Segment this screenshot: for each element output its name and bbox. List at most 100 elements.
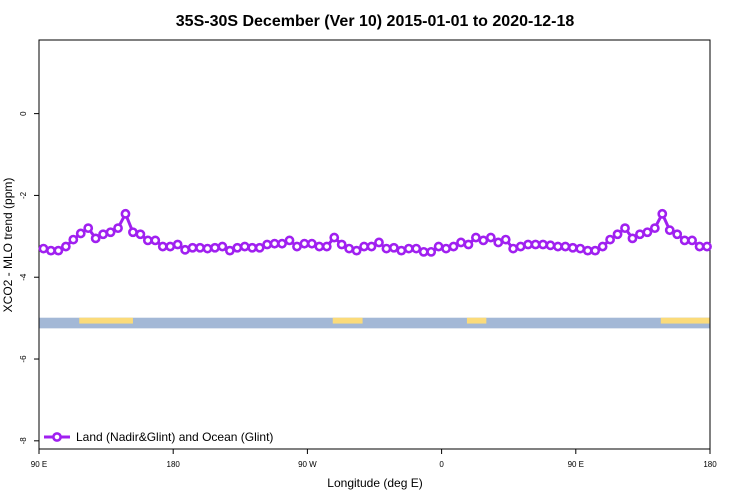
data-point	[120, 208, 131, 219]
data-point	[105, 227, 116, 238]
data-point	[195, 242, 205, 253]
data-point	[441, 243, 451, 254]
y-tick-label: -6	[19, 355, 28, 363]
x-tick-label: 90 W	[298, 460, 317, 469]
data-point	[98, 229, 109, 240]
data-point	[575, 243, 586, 254]
data-point	[344, 243, 355, 254]
data-point	[329, 232, 340, 243]
y-tick-label: 0	[19, 111, 28, 116]
legend-label: Land (Nadir&Glint) and Ocean (Glint)	[76, 430, 273, 444]
land-segment	[660, 317, 710, 324]
data-point	[456, 237, 466, 248]
data-point	[567, 242, 578, 253]
data-point	[306, 238, 317, 249]
y-tick-label: -2	[19, 191, 28, 199]
data-point	[597, 241, 608, 252]
data-point	[538, 239, 548, 250]
data-point	[75, 228, 86, 239]
data-point	[381, 243, 392, 254]
data-point	[627, 233, 638, 244]
data-point	[187, 242, 198, 253]
land-segment	[79, 317, 133, 324]
x-axis-label: Longitude (deg E)	[327, 476, 422, 490]
data-point	[657, 208, 668, 219]
y-tick-label: -8	[19, 437, 28, 445]
land-segment	[332, 317, 363, 324]
data-point	[366, 241, 377, 252]
x-tick-label: 180	[167, 460, 181, 469]
data-point	[284, 235, 295, 246]
data-point	[508, 243, 519, 254]
data-point	[635, 229, 645, 240]
data-point	[582, 245, 593, 256]
data-point	[269, 238, 280, 249]
data-point	[590, 245, 601, 256]
surface-strip	[39, 317, 710, 329]
data-point	[388, 242, 399, 253]
data-point	[128, 227, 138, 238]
data-point	[224, 245, 235, 256]
legend-marker-swatch	[52, 432, 62, 442]
data-point	[336, 239, 347, 250]
data-point	[172, 239, 183, 250]
series-group	[38, 208, 712, 257]
data-point	[433, 241, 444, 252]
data-point	[642, 227, 653, 238]
data-point	[53, 245, 64, 256]
x-tick-label: 180	[703, 460, 717, 469]
data-point	[605, 234, 615, 245]
data-point	[60, 241, 71, 252]
x-tick-label: 90 E	[31, 460, 47, 469]
data-point	[374, 237, 384, 248]
data-point	[523, 239, 533, 250]
data-point	[142, 235, 153, 246]
data-point	[470, 232, 481, 243]
data-point	[485, 232, 496, 243]
y-tick-label: -4	[19, 273, 28, 281]
data-point	[530, 239, 541, 250]
data-point	[38, 243, 49, 254]
data-point	[314, 241, 325, 252]
data-point	[448, 241, 459, 252]
data-point	[254, 242, 265, 253]
data-point	[232, 242, 243, 253]
data-point	[396, 245, 407, 256]
data-point	[359, 241, 369, 252]
data-point	[165, 241, 176, 252]
x-axis: 90 E 180 90 W 0 90 E 180	[31, 449, 717, 469]
data-point	[612, 229, 623, 240]
data-point	[277, 238, 287, 249]
data-point	[560, 241, 571, 252]
data-point	[679, 235, 690, 246]
data-point	[68, 234, 79, 245]
data-point	[83, 223, 94, 234]
data-point	[351, 245, 362, 256]
legend: Land (Nadir&Glint) and Ocean (Glint)	[44, 430, 273, 444]
data-point	[418, 246, 429, 257]
x-tick-label: 0	[439, 460, 444, 469]
data-point	[180, 244, 191, 255]
data-point	[299, 238, 310, 249]
data-point	[239, 241, 250, 252]
data-point	[403, 243, 414, 254]
data-point	[493, 237, 504, 248]
data-point	[113, 223, 123, 234]
data-point	[664, 225, 675, 236]
data-point	[90, 233, 101, 244]
data-point	[292, 241, 302, 252]
data-point	[687, 235, 698, 246]
data-point	[478, 235, 489, 246]
data-point	[500, 234, 511, 245]
data-point	[672, 229, 683, 240]
data-point	[463, 239, 474, 250]
data-point	[150, 235, 161, 246]
data-point	[702, 241, 712, 252]
data-point	[135, 229, 146, 240]
data-point	[411, 243, 422, 254]
chart-title: 35S-30S December (Ver 10) 2015-01-01 to …	[176, 13, 575, 30]
data-point	[515, 241, 526, 252]
data-point	[217, 241, 228, 252]
y-axis: 0 -2 -4 -6 -8	[19, 111, 39, 445]
data-point	[46, 245, 56, 256]
